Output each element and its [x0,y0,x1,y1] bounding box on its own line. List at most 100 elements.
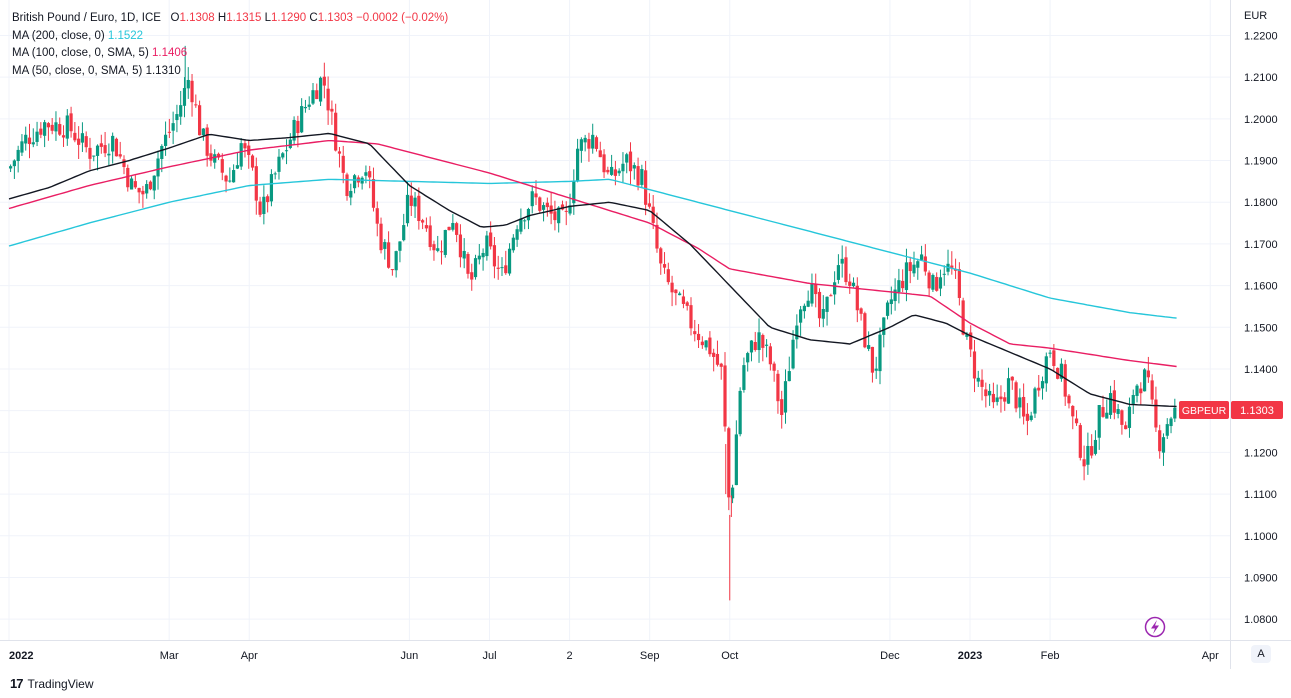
candle [292,116,296,145]
candle [1033,386,1037,418]
moving-averages [8,132,1177,408]
candle [923,244,927,276]
candle [413,192,417,218]
candle [685,300,689,311]
candle [719,362,723,380]
candle [806,290,810,308]
candle [126,164,130,192]
legend-ma100[interactable]: MA (100, close, 0, SMA, 5) 1.1406 [12,45,448,63]
candle [511,234,515,253]
candle [519,208,523,235]
candle [197,100,202,136]
candle [352,173,357,194]
candle [141,185,145,208]
time-axis[interactable]: 2022 Mar Apr Jun Jul 2 Sep Oct Dec 2023 Feb Apr [0,640,1230,669]
candle [1131,389,1135,415]
candle [383,239,387,260]
auto-scale-button[interactable]: A [1251,645,1271,663]
candle [356,175,360,188]
candle [1101,395,1105,418]
x-tick-label: Sep [640,650,660,662]
candle [84,131,88,153]
candle [330,100,334,125]
candle [802,303,806,319]
axis-corner [1230,640,1291,669]
candle [972,339,977,393]
candle [976,370,980,387]
candle [833,271,837,305]
candle [836,254,841,284]
candle [171,111,175,145]
candle [851,277,856,288]
ma200-line [8,178,1177,319]
candle [447,226,451,231]
candle [485,230,489,261]
candle [27,123,32,159]
candle [715,340,720,367]
candle [1006,367,1011,404]
candle [1082,445,1086,481]
candle [394,250,398,278]
candle [938,269,943,297]
candle [1071,405,1075,430]
candle [281,151,285,160]
price-chart[interactable] [0,0,1230,640]
legend-ma200[interactable]: MA (200, close, 0) 1.1522 [12,28,448,46]
candle [1173,398,1177,423]
candle [175,104,179,133]
candle [107,143,111,166]
candle [783,369,788,424]
candle [863,311,867,349]
candle [220,153,224,181]
candle [65,109,69,146]
candle [239,138,243,170]
y-tick-label: 1.0800 [1244,614,1278,626]
candle [575,138,580,183]
candle [1093,430,1098,456]
candle [749,340,754,362]
candle [700,336,704,349]
legend-ma50[interactable]: MA (50, close, 0, SMA, 5) 1.1310 [12,63,448,81]
candle [145,180,149,199]
candle [916,258,920,280]
candle [1074,410,1079,426]
candle [103,131,107,158]
candle [443,229,447,258]
candle [628,142,633,186]
candle [950,251,954,275]
footer-brand[interactable]: 17 TradingView [10,676,94,691]
price-axis[interactable]: 1.0800 1.0900 1.1000 1.1100 1.1200 1.1300 1.14… [1230,0,1291,640]
candle [213,149,217,169]
candle [455,221,459,243]
candle [50,118,54,135]
candle [817,288,822,327]
candle [111,132,115,164]
legend: British Pound / Euro, 1D, ICE O1.1308 H1… [12,10,448,80]
candle [46,121,51,141]
candle [632,162,636,180]
candle [674,289,678,306]
candle [961,297,965,336]
y-tick-label: 1.1700 [1244,239,1278,251]
candle [545,197,549,217]
candle [772,361,776,382]
candle [776,370,780,414]
candle [182,77,187,118]
y-tick-label: 1.2000 [1244,114,1278,126]
candle [303,99,308,113]
candle [458,224,463,268]
y-tick-label: 1.2100 [1244,72,1278,84]
candle [421,218,425,230]
candle [572,169,576,215]
x-tick-label: Dec [880,650,900,662]
candle [795,314,799,349]
candle [689,297,693,336]
candle [31,128,35,148]
candle [160,144,164,173]
candle [696,324,701,349]
candle [594,135,599,152]
candle [840,245,844,278]
candle [341,145,345,184]
lightning-icon[interactable] [1144,616,1166,638]
